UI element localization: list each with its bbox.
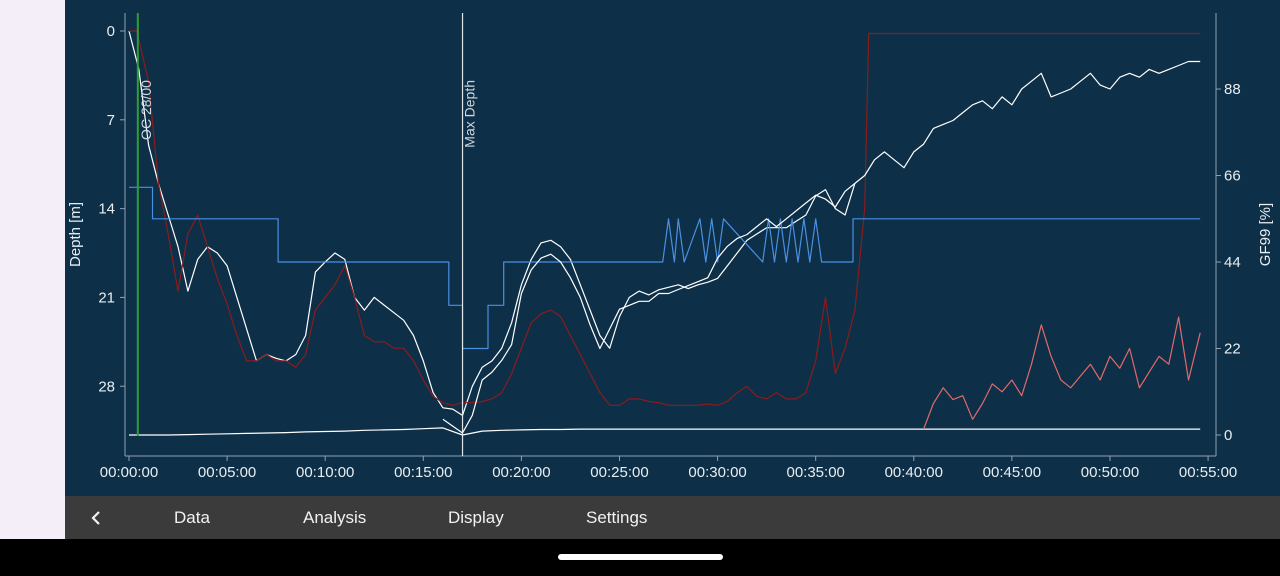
y-tick-label: 0 xyxy=(107,23,115,40)
annotation-label: OC 28/00 xyxy=(138,80,154,140)
tab-settings[interactable]: Settings xyxy=(586,508,648,527)
y-axis-title: Depth [m] xyxy=(67,202,84,267)
annotation-label: Max Depth xyxy=(462,80,478,148)
x-tick-label: 00:45:00 xyxy=(983,464,1041,481)
x-tick-label: 00:35:00 xyxy=(786,464,844,481)
chart-axes xyxy=(120,13,1221,461)
y2-tick-label: 88 xyxy=(1224,81,1241,98)
back-button[interactable] xyxy=(81,496,111,539)
x-tick-label: 00:30:00 xyxy=(688,464,746,481)
tab-analysis[interactable]: Analysis xyxy=(303,508,367,527)
y-tick-label: 14 xyxy=(98,201,115,218)
y2-tick-label: 66 xyxy=(1224,168,1241,185)
tab-data[interactable]: Data xyxy=(174,508,210,527)
y2-tick-label: 22 xyxy=(1224,341,1241,358)
x-tick-label: 00:00:00 xyxy=(100,464,158,481)
chevron-left-icon xyxy=(91,511,100,525)
series-line-3 xyxy=(129,427,1201,436)
bottom-navigation: Data Analysis Display Settings xyxy=(65,496,1280,539)
chart-svg: OC 28/00 Max Depth 00:00:00 00:05:00 00:10:… xyxy=(67,13,1274,481)
x-tick-label: 00:40:00 xyxy=(885,464,943,481)
y2-axis-title: GF99 [%] xyxy=(1257,203,1274,266)
x-tick-label: 00:20:00 xyxy=(492,464,550,481)
chart-annotations: OC 28/00 Max Depth xyxy=(136,13,478,456)
x-tick-label: 00:15:00 xyxy=(394,464,452,481)
series-line-5 xyxy=(923,316,1201,430)
series-line-2 xyxy=(129,186,1201,350)
tab-display[interactable]: Display xyxy=(448,508,504,527)
system-gesture-bar[interactable] xyxy=(558,554,723,560)
chart-series xyxy=(128,30,1201,436)
x-tick-label: 00:05:00 xyxy=(198,464,256,481)
chart-labels: 00:00:00 00:05:00 00:10:00 00:15:00 00:20:00… xyxy=(67,23,1274,481)
y2-tick-label: 0 xyxy=(1224,427,1232,444)
series-line-1 xyxy=(129,30,1201,406)
series-line-0 xyxy=(128,30,856,416)
dive-profile-chart[interactable]: OC 28/00 Max Depth 00:00:00 00:05:00 00:10:… xyxy=(65,0,1280,496)
left-side-panel xyxy=(0,0,65,539)
y-tick-label: 7 xyxy=(107,112,115,129)
x-tick-label: 00:50:00 xyxy=(1081,464,1139,481)
y2-tick-label: 44 xyxy=(1224,254,1241,271)
x-tick-label: 00:10:00 xyxy=(296,464,354,481)
y-tick-label: 28 xyxy=(98,378,115,395)
series-line-4 xyxy=(442,60,1201,434)
y-tick-label: 21 xyxy=(98,289,115,306)
x-tick-label: 00:55:00 xyxy=(1179,464,1237,481)
x-tick-label: 00:25:00 xyxy=(590,464,648,481)
